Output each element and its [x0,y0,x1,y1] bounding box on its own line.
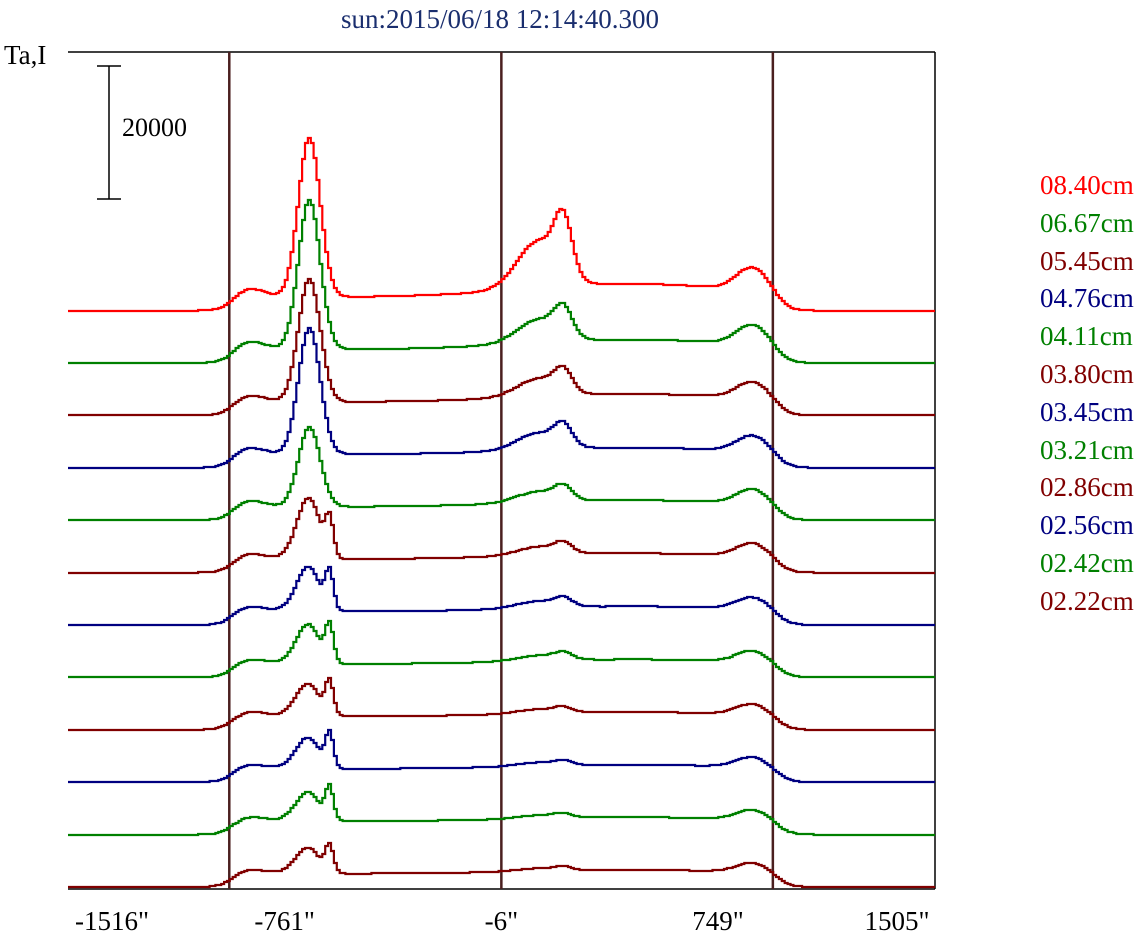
x-tick-label: -761" [254,906,315,936]
legend-item: 04.76cm [1040,283,1134,314]
series-line-02.86cm [68,676,935,732]
x-tick-label: 1505" [864,906,930,936]
series-line-03.45cm [68,565,935,627]
legend-item: 02.42cm [1040,547,1134,578]
x-tick-label: 749" [692,906,744,936]
series-line-04.76cm [68,326,935,470]
legend-item: 05.45cm [1040,245,1134,276]
x-tick-label: -1516" [74,906,150,936]
legend-item: 03.80cm [1040,358,1134,389]
legend-item: 02.86cm [1040,472,1134,503]
legend-item: 02.56cm [1040,510,1134,541]
legend-item: 03.45cm [1040,396,1134,427]
series-line-03.80cm [68,496,935,575]
series-line-03.21cm [68,619,935,679]
legend: 08.40cm 06.67cm 05.45cm 04.76cm 04.11cm 03.80… [1040,167,1134,621]
chart-title: sun:2015/06/18 12:14:40.300 [340,4,659,34]
legend-item: 06.67cm [1040,207,1134,238]
scale-bar-label: 20000 [122,113,187,142]
series-line-02.56cm [68,728,935,784]
scale-bar [97,65,121,200]
legend-item: 03.21cm [1040,434,1134,465]
vertical-markers [228,52,775,889]
legend-item: 02.22cm [1040,585,1134,616]
series-line-08.40cm [68,136,935,313]
series-line-06.67cm [68,198,935,365]
legend-item: 08.40cm [1040,170,1134,200]
x-tick-label: -6" [484,906,519,936]
series-line-05.45cm [68,277,935,417]
legend-item: 04.11cm [1040,321,1133,352]
series-line-02.42cm [68,782,935,837]
series-lines [68,136,935,889]
y-axis-label: Ta,I [4,40,47,70]
series-line-02.22cm [68,841,935,889]
series-line-04.11cm [68,425,935,522]
